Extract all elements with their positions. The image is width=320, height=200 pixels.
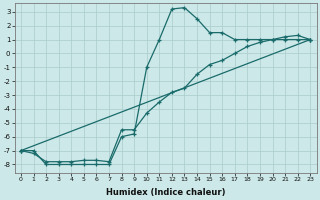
- X-axis label: Humidex (Indice chaleur): Humidex (Indice chaleur): [106, 188, 225, 197]
